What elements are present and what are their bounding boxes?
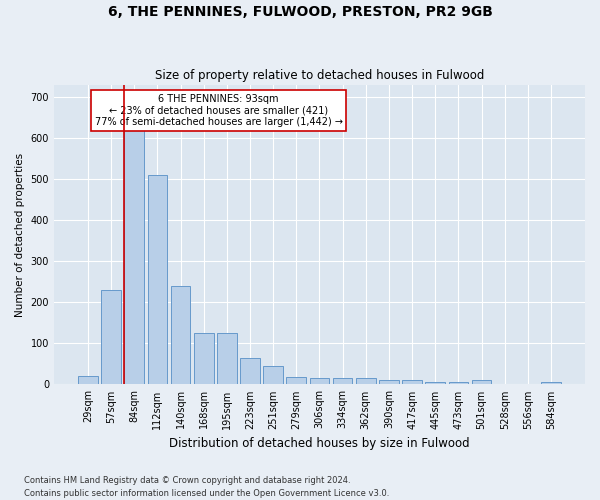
Bar xyxy=(148,175,167,384)
Bar xyxy=(541,382,561,384)
Bar xyxy=(240,358,260,384)
Bar xyxy=(472,380,491,384)
Bar xyxy=(333,378,352,384)
Bar xyxy=(170,286,190,384)
Text: 6, THE PENNINES, FULWOOD, PRESTON, PR2 9GB: 6, THE PENNINES, FULWOOD, PRESTON, PR2 9… xyxy=(107,5,493,19)
Text: 6 THE PENNINES: 93sqm
← 23% of detached houses are smaller (421)
77% of semi-det: 6 THE PENNINES: 93sqm ← 23% of detached … xyxy=(95,94,343,127)
Bar xyxy=(379,380,399,384)
Bar xyxy=(194,333,214,384)
Title: Size of property relative to detached houses in Fulwood: Size of property relative to detached ho… xyxy=(155,69,484,82)
Bar xyxy=(286,377,306,384)
X-axis label: Distribution of detached houses by size in Fulwood: Distribution of detached houses by size … xyxy=(169,437,470,450)
Bar xyxy=(101,290,121,384)
Bar xyxy=(356,378,376,384)
Bar xyxy=(402,380,422,384)
Y-axis label: Number of detached properties: Number of detached properties xyxy=(15,152,25,316)
Bar xyxy=(124,109,144,384)
Bar xyxy=(310,378,329,384)
Bar xyxy=(217,333,236,384)
Bar xyxy=(263,366,283,384)
Bar xyxy=(449,382,468,384)
Bar xyxy=(78,376,98,384)
Text: Contains HM Land Registry data © Crown copyright and database right 2024.
Contai: Contains HM Land Registry data © Crown c… xyxy=(24,476,389,498)
Bar xyxy=(425,382,445,384)
